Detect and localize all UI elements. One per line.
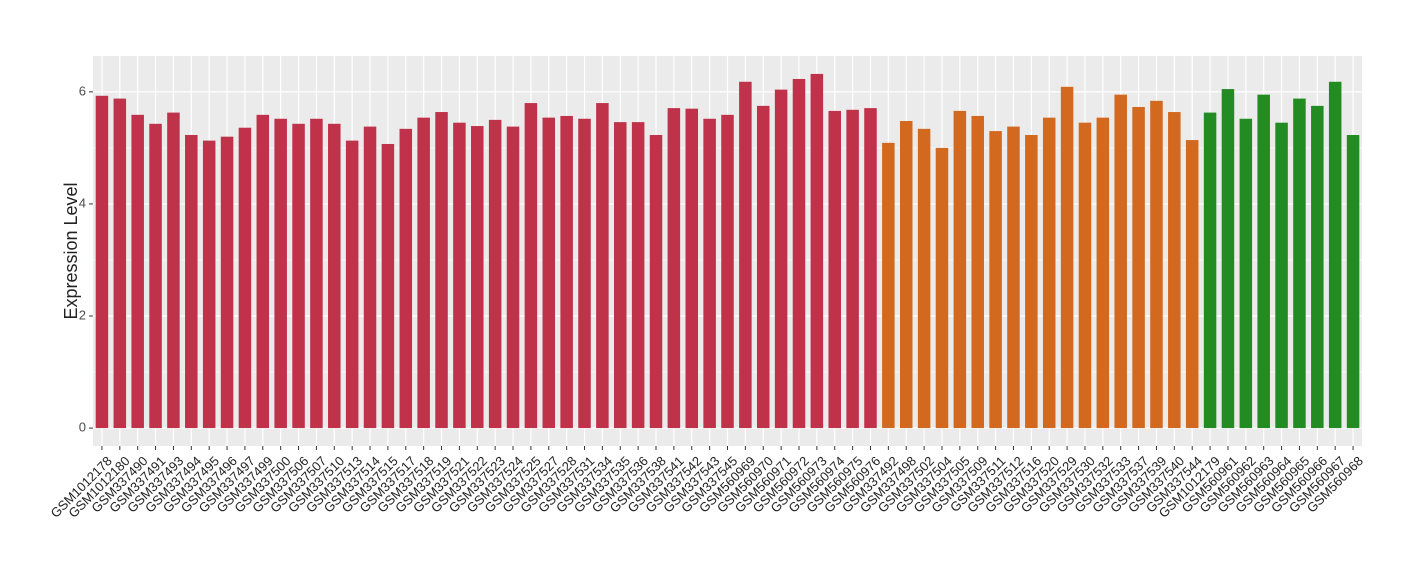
y-tick-label: 2 [79,307,86,322]
y-axis-title: Expression Level [61,182,81,319]
bar [488,119,502,429]
bar [185,135,198,429]
bar [238,127,252,429]
bar [220,136,234,429]
bar [453,122,466,429]
bar [1311,105,1324,429]
bar [399,128,413,429]
bar [1007,126,1020,429]
bar [917,128,931,429]
bar [828,110,841,429]
bar [256,114,270,429]
bar [1025,135,1038,429]
bar [667,108,681,429]
bar [774,89,788,429]
bar [202,140,216,429]
y-tick-label: 6 [79,83,86,98]
bar [328,123,341,429]
bar [1257,94,1270,429]
bar [614,122,627,429]
bar [381,143,395,429]
bar [971,115,984,429]
bar [792,78,806,429]
bar [1168,112,1181,429]
bar [739,81,752,429]
bar [596,103,609,429]
bar [1078,122,1092,429]
bar [703,118,716,429]
bar [95,95,109,429]
bar [1185,140,1199,429]
bar [756,105,770,429]
bar [721,114,734,429]
bar [1114,94,1127,429]
y-tick-label: 0 [79,420,86,435]
bar [274,118,287,429]
bar [578,118,591,429]
bar [1346,135,1360,429]
bar [363,126,377,429]
bar [524,103,538,429]
bar [1132,106,1145,429]
bar [435,112,448,429]
bar [1221,89,1235,429]
bar [1060,86,1074,429]
bar [1293,98,1306,429]
bar [631,122,645,429]
bar [935,147,949,429]
bar [899,121,913,429]
bar [113,98,127,429]
bar [292,123,305,429]
bars [95,73,1360,429]
bar [542,117,556,429]
bar [1150,100,1163,429]
bar [1042,117,1056,429]
bar [649,135,663,429]
bar [882,142,895,429]
bar [846,109,859,429]
bar [471,126,484,429]
bar [167,112,180,429]
bar [417,117,430,429]
bar [810,73,824,429]
bar [685,108,699,429]
bar [953,110,967,429]
bar [506,126,520,429]
bar [131,114,144,429]
bar [1239,118,1253,429]
bar [1203,112,1217,429]
bar [864,108,877,429]
bar [989,131,1002,429]
bar [345,140,359,429]
bar [1096,117,1110,429]
bar [560,115,573,429]
bar [1328,81,1342,429]
y-tick-label: 4 [79,195,86,210]
bar [310,118,323,429]
bar [1275,122,1288,429]
bar [149,123,162,429]
labels: 0246GSM1012178GSM1012180GSM337490GSM3374… [48,83,1366,520]
